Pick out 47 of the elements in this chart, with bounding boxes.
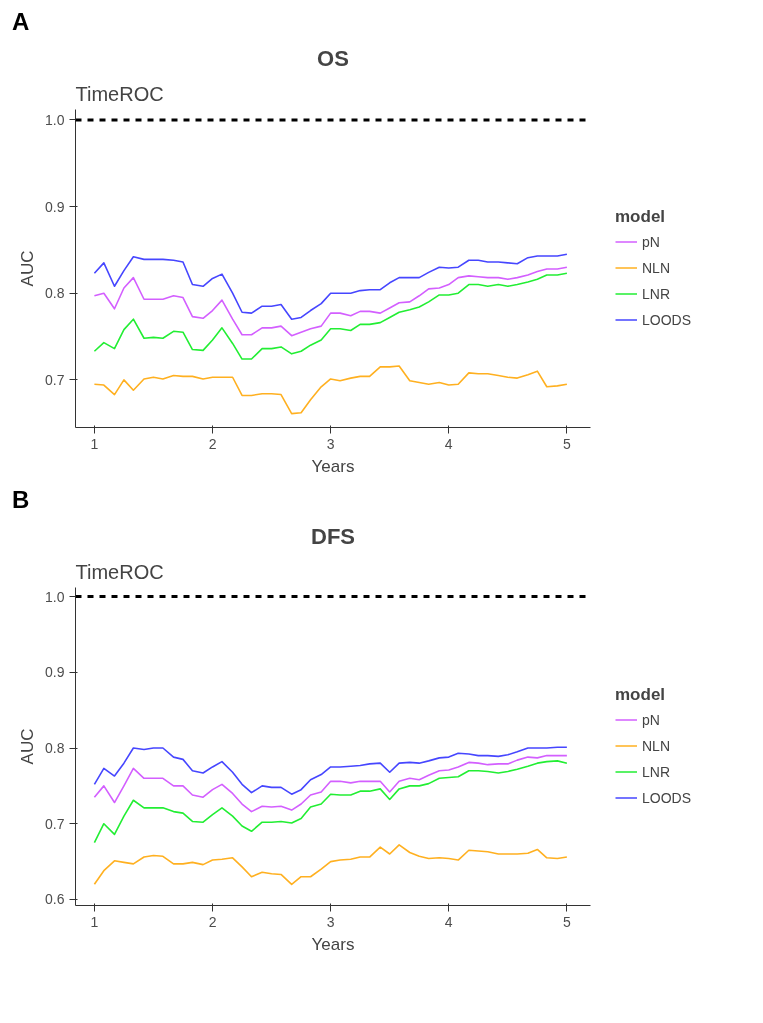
y-tick-label: 1.0 (45, 111, 65, 128)
chart-title: OS (317, 45, 349, 71)
x-tick-label: 2 (208, 435, 217, 452)
x-tick-label: 5 (562, 435, 571, 452)
y-tick-label: 0.8 (45, 285, 65, 302)
legend-label: NLN (642, 737, 671, 754)
x-tick-label: 3 (326, 913, 335, 930)
y-axis-title: AUC (18, 250, 38, 287)
x-tick-label: 4 (444, 435, 453, 452)
legend-label: LNR (642, 763, 671, 780)
text: B (12, 485, 30, 515)
x-tick-label: 2 (208, 913, 217, 930)
line-series (93, 746, 568, 795)
legend-label: LOODS (642, 789, 692, 806)
line-series (93, 844, 568, 886)
legend-label: NLN (642, 259, 671, 276)
chart-subtitle: TimeROC (75, 560, 164, 583)
legend-label: pN (642, 233, 661, 250)
chart-title: DFS (311, 523, 355, 549)
chart-subtitle: TimeROC (75, 82, 164, 105)
line-series (93, 272, 568, 360)
line-series (93, 253, 568, 320)
legend-title: model (615, 684, 667, 705)
x-tick-label: 5 (562, 913, 571, 930)
x-axis-title: Years (311, 456, 355, 476)
y-tick-label: 0.7 (45, 815, 65, 832)
x-tick-label: 3 (326, 435, 335, 452)
legend-title: model (615, 206, 667, 227)
y-tick-label: 0.9 (45, 198, 65, 215)
y-tick-label: 0.6 (45, 891, 65, 908)
y-tick-label: 0.8 (45, 740, 65, 757)
line-series (93, 365, 568, 415)
y-tick-label: 1.0 (45, 588, 65, 605)
y-axis-title: AUC (18, 728, 38, 765)
y-tick-label: 0.9 (45, 664, 65, 681)
x-tick-label: 1 (90, 435, 99, 452)
line-series (93, 760, 568, 844)
legend-label: LNR (642, 285, 671, 302)
line-series (93, 754, 568, 813)
y-tick-label: 0.7 (45, 371, 65, 388)
x-axis-title: Years (311, 934, 355, 954)
x-tick-label: 1 (90, 913, 99, 930)
legend-label: pN (642, 711, 661, 728)
text: A (12, 7, 30, 37)
line-series (93, 266, 568, 337)
x-tick-label: 4 (444, 913, 453, 930)
legend-label: LOODS (642, 311, 692, 328)
